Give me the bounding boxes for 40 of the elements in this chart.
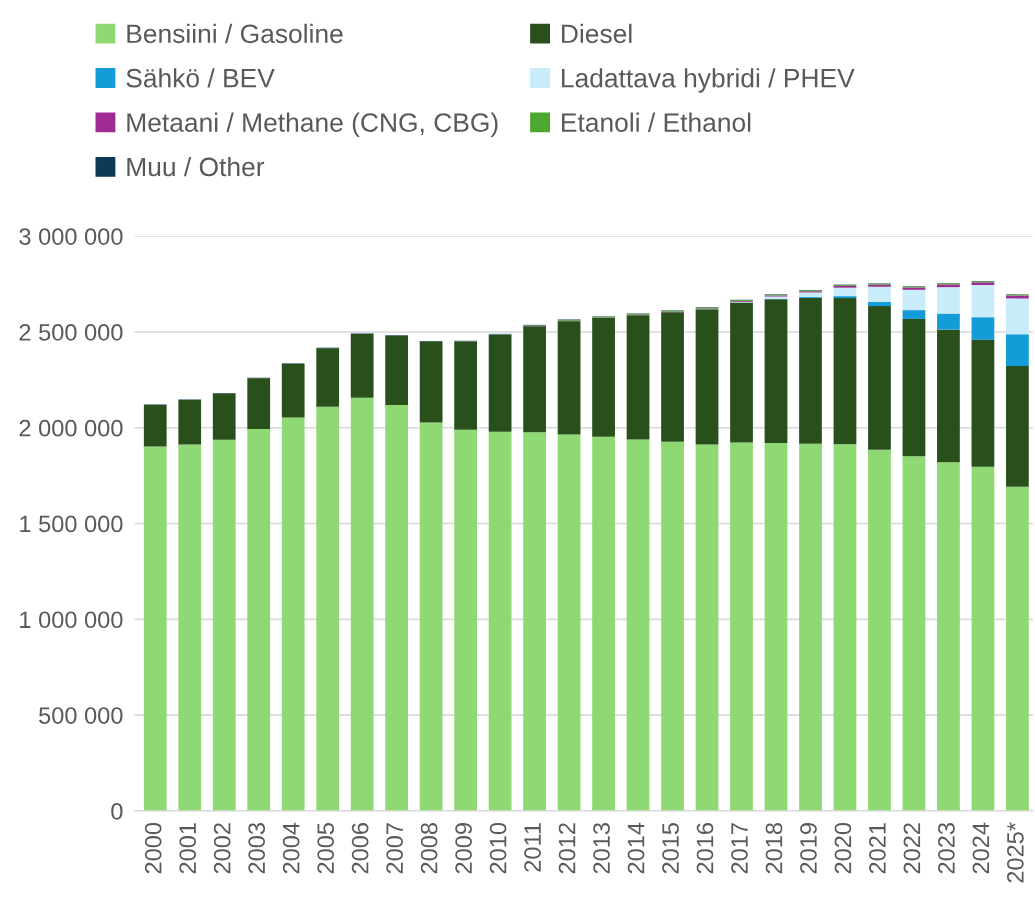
y-tick-label: 500 000 xyxy=(39,707,123,724)
y-tick-label: 2 500 000 xyxy=(19,324,123,341)
x-tick-label: 2008 xyxy=(420,823,438,874)
x-tick-label: 2023 xyxy=(938,823,955,874)
x-tick-label: 2011 xyxy=(524,823,541,872)
x-tick-label: 2000 xyxy=(144,822,162,874)
legend-label: Ladattava hybridi / PHEV xyxy=(562,68,855,93)
x-tick-label: 2010 xyxy=(489,822,507,874)
x-tick-label: 2021 xyxy=(869,823,886,874)
x-tick-label: 2024 xyxy=(972,822,990,874)
x-tick-label: 2022 xyxy=(903,823,921,874)
x-tick-label: 2005 xyxy=(317,822,335,874)
x-tick-label: 2012 xyxy=(558,823,576,874)
x-tick-label: 2013 xyxy=(593,823,610,874)
x-tick-label: 2016 xyxy=(696,823,714,874)
y-tick-label: 3 000 000 xyxy=(19,228,123,245)
x-tick-label: 2019 xyxy=(800,823,817,874)
legend-label: Bensiini / Gasoline xyxy=(127,23,343,44)
x-tick-label: 2003 xyxy=(248,823,266,874)
x-tick-label: 2018 xyxy=(765,823,783,874)
x-tick-label: 2006 xyxy=(351,823,369,874)
y-tick-label: 1 500 000 xyxy=(20,515,123,533)
legend-label: Sähkö / BEV xyxy=(126,68,275,88)
x-tick-label: 2007 xyxy=(386,823,403,874)
x-tick-label: 2015 xyxy=(662,822,679,874)
y-tick-label: 1 000 000 xyxy=(20,611,123,629)
x-tick-label: 2020 xyxy=(834,822,852,874)
x-tick-label: 2001 xyxy=(179,823,197,874)
y-tick-label: 2 000 000 xyxy=(19,419,123,437)
x-tick-label: 2017 xyxy=(731,823,748,874)
legend-label: Metaani / Methane (CNG, CBG) xyxy=(127,112,498,138)
x-tick-label: 2002 xyxy=(213,823,231,874)
x-tick-label: 2025* xyxy=(1007,822,1024,883)
x-tick-label: 2014 xyxy=(627,822,645,874)
x-tick-label: 2004 xyxy=(282,822,300,874)
y-tick-label: 0 xyxy=(111,802,123,820)
legend-label: Muu / Other xyxy=(127,156,265,177)
x-tick-label: 2009 xyxy=(455,823,472,874)
legend-label: Diesel xyxy=(562,23,632,44)
legend-label: Etanoli / Ethanol xyxy=(562,112,751,132)
